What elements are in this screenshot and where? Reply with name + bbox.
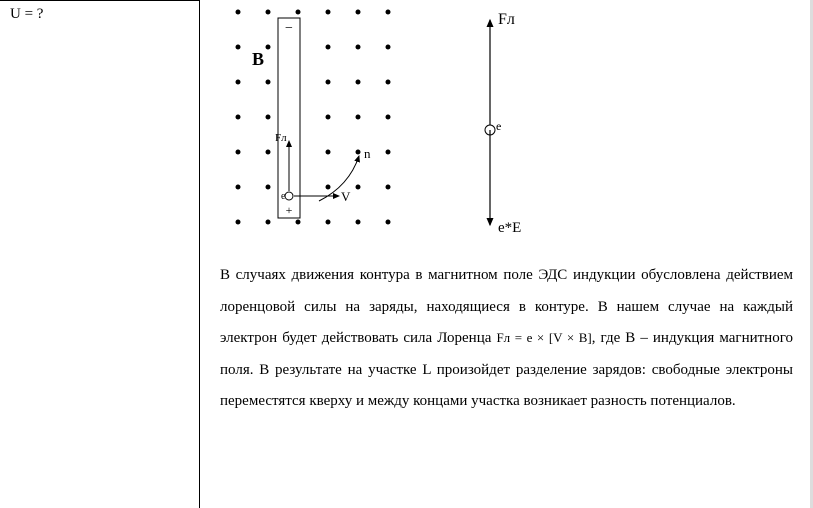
diagram-svg: B−+eFлVnFлee*E	[220, 0, 780, 250]
left-column: U = ?	[0, 0, 200, 508]
svg-text:e*E: e*E	[498, 220, 521, 236]
lorentz-formula: Fл = e × [V × B]	[496, 330, 591, 345]
svg-text:V: V	[341, 189, 351, 204]
svg-text:Fл: Fл	[275, 132, 287, 144]
physics-diagram: B−+eFлVnFлee*E	[220, 0, 793, 255]
right-column: B−+eFлVnFлee*E В случаях движения контур…	[200, 0, 813, 508]
page-container: U = ? B−+eFлVnFлee*E В случаях движения …	[0, 0, 813, 508]
body-paragraph: В случаях движения контура в магнитном п…	[220, 260, 793, 418]
svg-text:+: +	[286, 203, 293, 217]
svg-text:e: e	[281, 191, 286, 202]
unknown-formula: U = ?	[10, 6, 189, 23]
svg-text:−: −	[285, 21, 293, 36]
svg-text:n: n	[364, 146, 371, 161]
svg-text:e: e	[496, 119, 501, 133]
svg-text:Fл: Fл	[498, 11, 515, 28]
svg-text:B: B	[252, 49, 264, 69]
